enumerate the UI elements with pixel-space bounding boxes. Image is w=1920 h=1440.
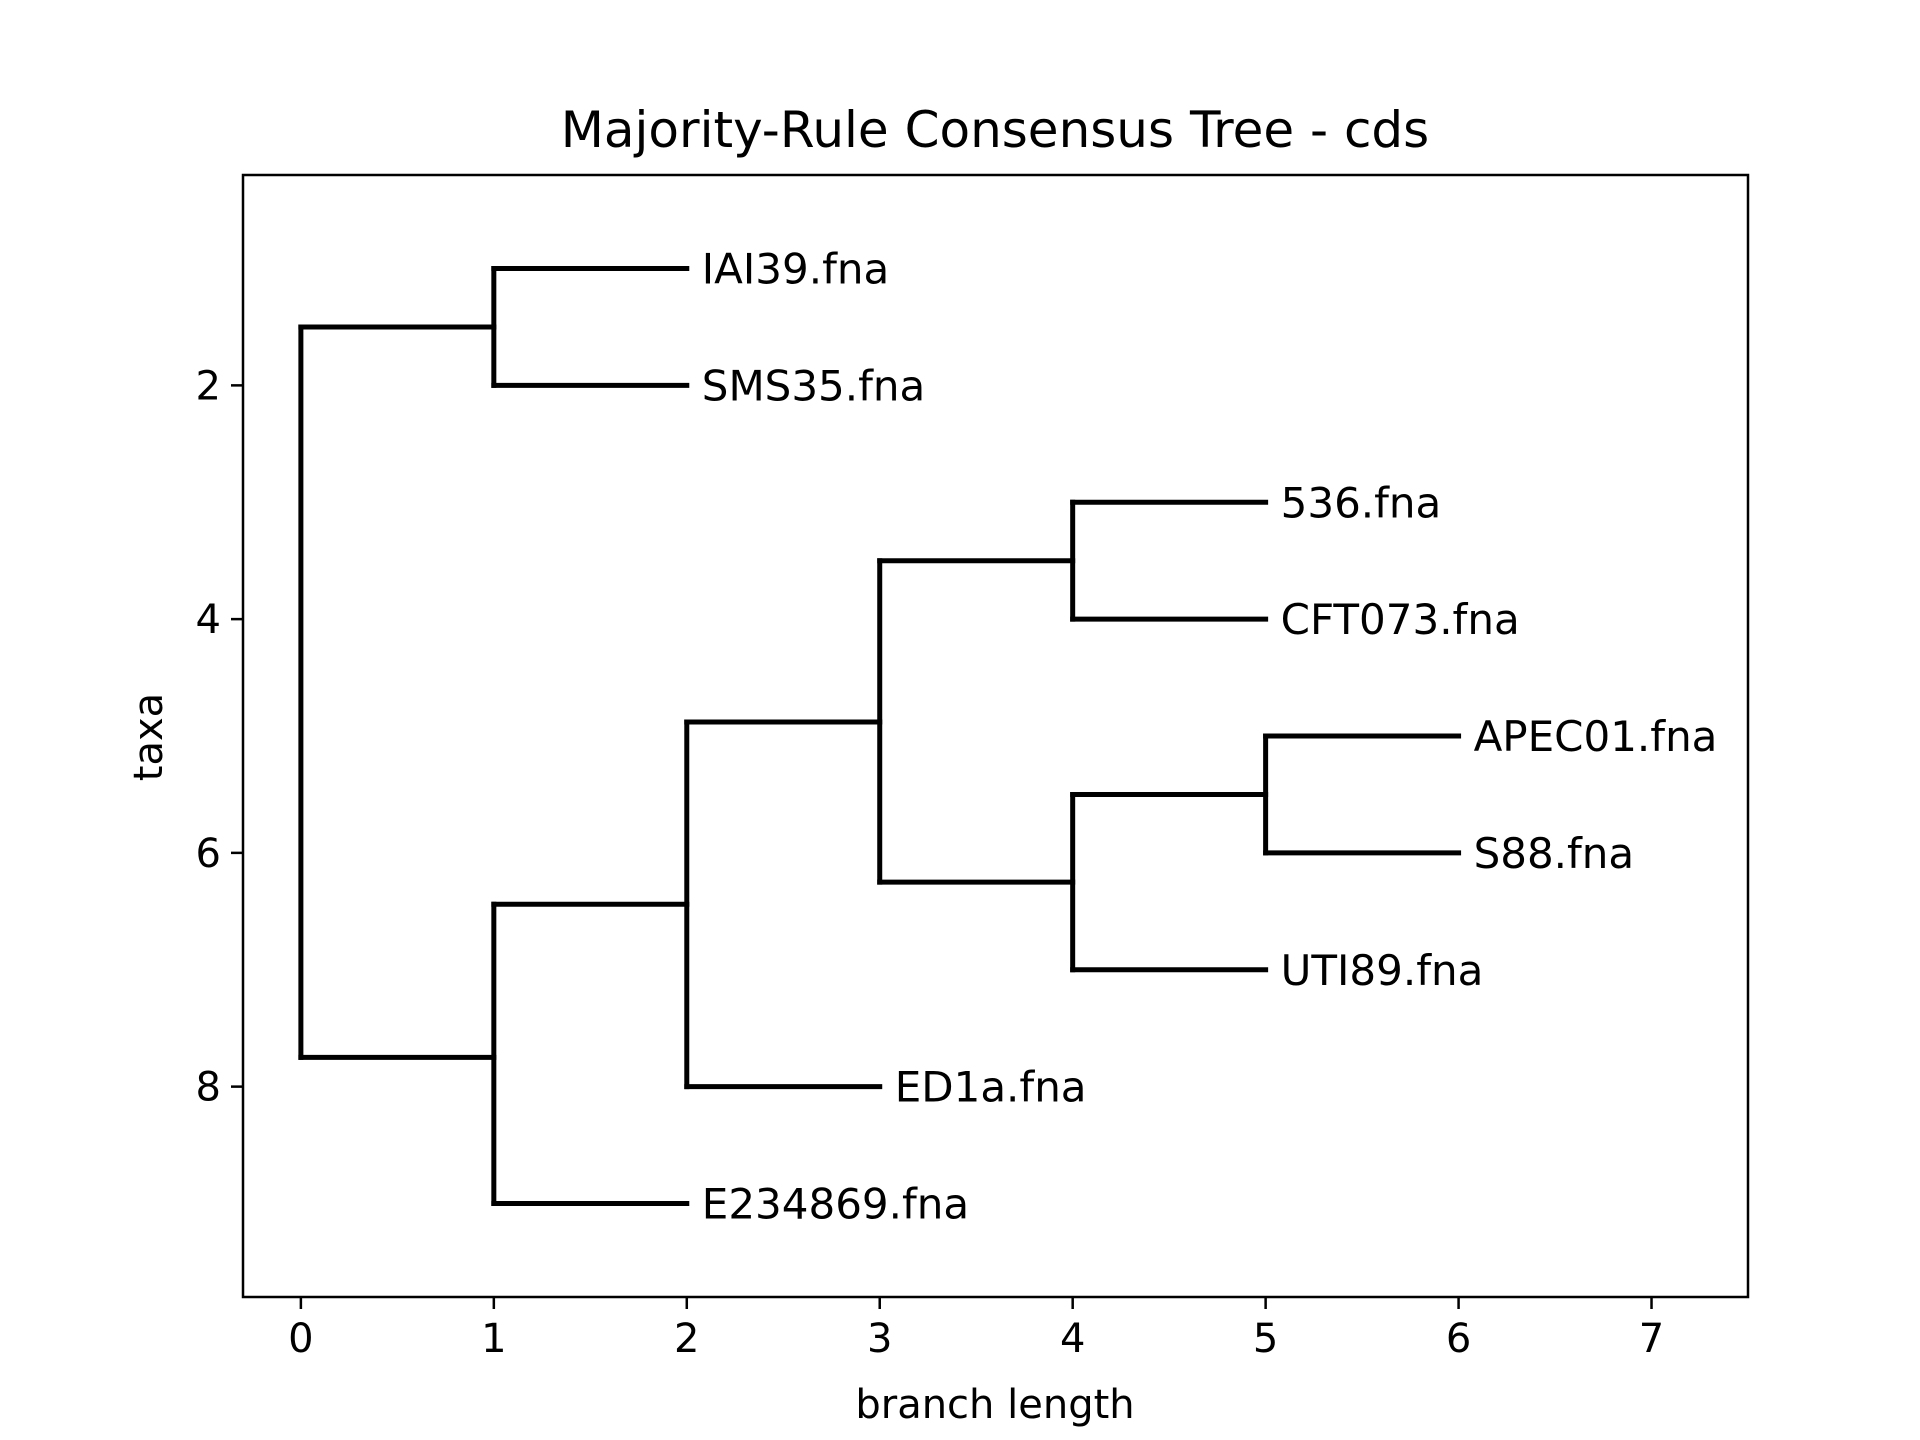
x-tick-label: 6 [1446, 1316, 1471, 1362]
leaf-label: 536.fna [1281, 478, 1442, 527]
x-tick-label: 4 [1060, 1316, 1085, 1362]
leaf-label: IAI39.fna [702, 245, 889, 294]
x-tick-label: 3 [867, 1316, 892, 1362]
x-tick-label: 5 [1253, 1316, 1278, 1362]
y-axis-label: taxa [126, 693, 172, 781]
x-tick-label: 7 [1639, 1316, 1664, 1362]
y-tick-label: 4 [196, 597, 221, 643]
leaf-labels: IAI39.fna SMS35.fna 536.fna CFT073.fna APEC0… [702, 245, 1718, 1229]
chart-title: Majority-Rule Consensus Tree - cds [561, 101, 1429, 159]
y-tick-label: 6 [196, 831, 221, 877]
leaf-label: ED1a.fna [895, 1063, 1087, 1112]
leaf-label: UTI89.fna [1281, 946, 1484, 995]
branches [298, 266, 1462, 1206]
x-axis-ticks: 0 1 2 3 4 5 6 7 [288, 1297, 1664, 1362]
x-tick-label: 2 [674, 1316, 699, 1362]
y-tick-label: 2 [196, 363, 221, 409]
leaf-label: SMS35.fna [702, 361, 926, 410]
x-tick-label: 0 [288, 1316, 313, 1362]
leaf-label: CFT073.fna [1281, 595, 1520, 644]
leaf-label: E234869.fna [702, 1180, 969, 1229]
leaf-label: APEC01.fna [1474, 712, 1718, 761]
y-tick-label: 8 [196, 1065, 221, 1111]
x-tick-label: 1 [481, 1316, 506, 1362]
y-axis-ticks: 2 4 6 8 [196, 363, 243, 1111]
plot-frame [241, 173, 1750, 1299]
x-axis-label: branch length [855, 1382, 1134, 1428]
leaf-label: S88.fna [1474, 829, 1635, 878]
